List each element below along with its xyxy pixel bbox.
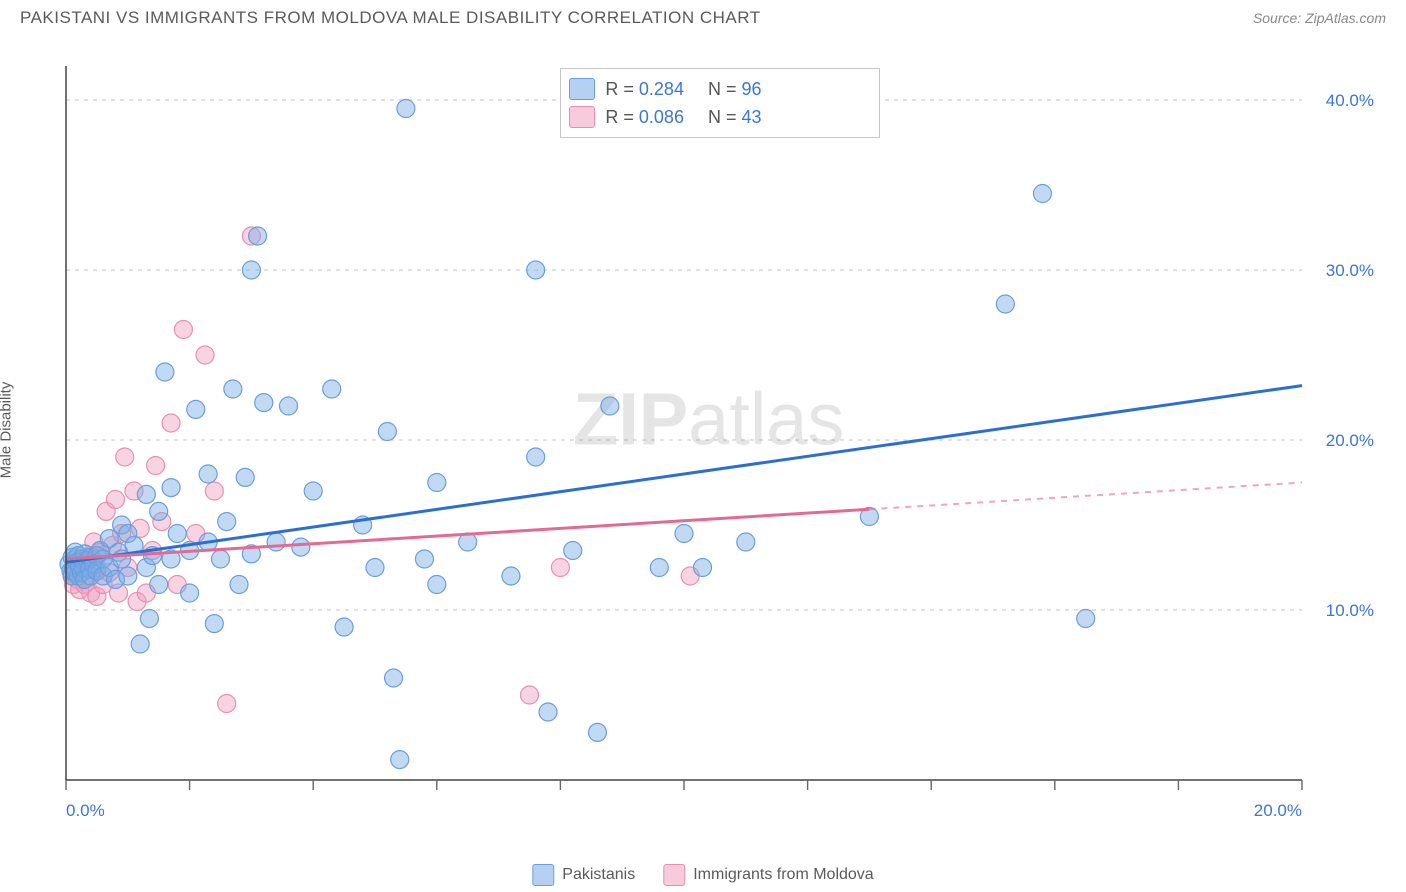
correlation-legend-row: R = 0.086 N = 43 bbox=[569, 103, 863, 131]
legend-swatch bbox=[569, 106, 595, 128]
bottom-legend: Pakistanis Immigrants from Moldova bbox=[532, 864, 873, 886]
chart-title: PAKISTANI VS IMMIGRANTS FROM MOLDOVA MAL… bbox=[20, 8, 761, 28]
svg-text:20.0%: 20.0% bbox=[1326, 431, 1374, 450]
legend-n-label: N = 43 bbox=[708, 107, 762, 128]
legend-n-label: N = 96 bbox=[708, 79, 762, 100]
legend-r-label: R = 0.284 bbox=[605, 79, 684, 100]
legend-swatch bbox=[663, 864, 685, 886]
svg-text:30.0%: 30.0% bbox=[1326, 261, 1374, 280]
legend-swatch bbox=[569, 78, 595, 100]
y-axis-label: Male Disability bbox=[0, 382, 15, 479]
svg-text:10.0%: 10.0% bbox=[1326, 601, 1374, 620]
legend-item: Immigrants from Moldova bbox=[663, 864, 874, 886]
scatter-chart-svg: ZIPatlas 0.0% 20.0% 10.0% 20.0% 30.0% 40.0% R =… bbox=[46, 56, 1382, 836]
correlation-legend-row: R = 0.284 N = 96 bbox=[569, 75, 863, 103]
title-bar: PAKISTANI VS IMMIGRANTS FROM MOLDOVA MAL… bbox=[0, 0, 1406, 40]
legend-swatch bbox=[532, 864, 554, 886]
svg-text:20.0%: 20.0% bbox=[1254, 801, 1302, 820]
chart-plot-area: ZIPatlas 0.0% 20.0% 10.0% 20.0% 30.0% 40.0% R =… bbox=[46, 56, 1382, 836]
svg-text:ZIPatlas: ZIPatlas bbox=[573, 377, 844, 460]
svg-text:0.0%: 0.0% bbox=[66, 801, 105, 820]
legend-label: Immigrants from Moldova bbox=[693, 866, 874, 884]
svg-text:40.0%: 40.0% bbox=[1326, 91, 1374, 110]
legend-label: Pakistanis bbox=[562, 866, 635, 884]
source-attribution: Source: ZipAtlas.com bbox=[1253, 10, 1386, 26]
legend-item: Pakistanis bbox=[532, 864, 635, 886]
legend-r-label: R = 0.086 bbox=[605, 107, 684, 128]
correlation-legend: R = 0.284 N = 96 R = 0.086 N = 43 bbox=[560, 68, 880, 138]
